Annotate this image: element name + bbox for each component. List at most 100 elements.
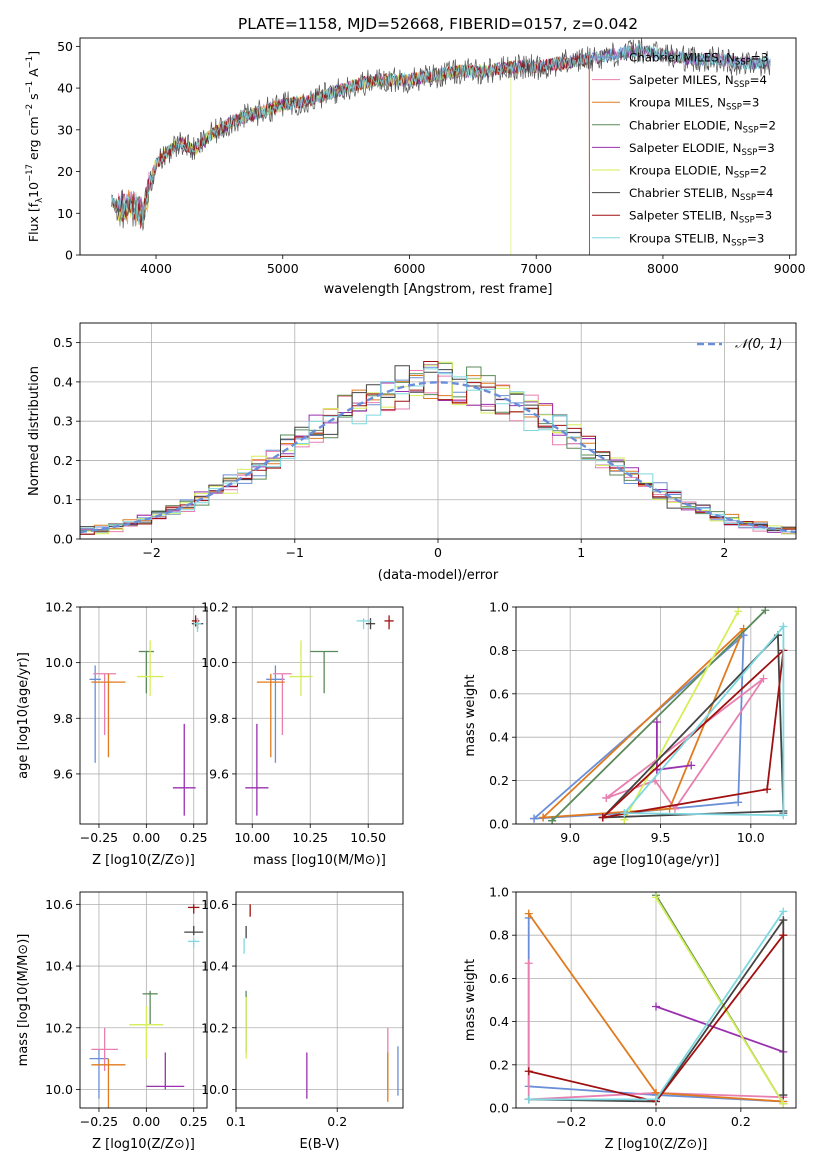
y-tick-label: 10.2 xyxy=(201,1020,229,1035)
errorbar-point-salpeter-miles xyxy=(273,673,292,735)
y-tick-label: 9.6 xyxy=(209,766,229,781)
y-axis-label-part: 10 xyxy=(26,182,41,198)
x-tick-label: 10.00 xyxy=(234,830,270,845)
y-axis-label-part: ] xyxy=(26,51,41,56)
weight-marker xyxy=(779,1099,788,1108)
y-axis-label-part: −1 xyxy=(25,81,35,94)
legend-nssp-sub: SSP xyxy=(726,103,742,113)
legend-nssp-sub: SSP xyxy=(739,216,755,226)
weight-marker xyxy=(779,931,788,940)
x-tick-label: 2 xyxy=(720,545,728,560)
legend-separator: , xyxy=(710,96,718,110)
weight-line-salpeter-stelib xyxy=(602,648,785,819)
legend-nssp-sub: SSP xyxy=(734,80,750,90)
legend-model-name: Chabrier ELODIE xyxy=(629,118,726,132)
legend-nssp-label: N xyxy=(731,186,740,200)
errorbar-point-kroupa-elodie xyxy=(136,640,164,697)
legend-separator: , xyxy=(726,118,734,132)
plot-area xyxy=(89,615,204,816)
axes-frame xyxy=(515,606,797,825)
errorbar-point-kroupa-miles xyxy=(91,1058,126,1108)
legend-entry-salpeter-stelib: Salpeter STELIB, NSSP=3 xyxy=(629,209,772,226)
x-tick-label: −0.25 xyxy=(80,830,118,845)
y-tick-label: 10.4 xyxy=(45,959,73,974)
errorbar-point-salpeter-elodie xyxy=(172,723,196,816)
y-axis-label-part: −2 xyxy=(25,104,35,117)
legend-nssp-value: 3 xyxy=(761,51,769,65)
weight-marker xyxy=(779,622,788,631)
mass-vs-metallicity-panel: −0.25 0.00 0.25 10.0 10.2 10.4 10.6 Z [log10(Z/… xyxy=(16,891,208,1152)
legend-nssp-label: N xyxy=(726,51,735,65)
legend-nssp-label: N xyxy=(717,96,726,110)
y-tick-label: 0.8 xyxy=(489,643,509,658)
normal-legend-label: 𝒩(0, 1) xyxy=(735,337,782,352)
legend-model-name: Salpeter ELODIE xyxy=(629,141,725,155)
weight-line-salpeter-elodie xyxy=(655,1005,784,1053)
y-tick-label: 10.2 xyxy=(45,600,73,615)
weight-line-salpeter-elodie xyxy=(656,722,692,771)
legend-equals: = xyxy=(750,164,760,178)
weight-marker xyxy=(524,1095,533,1104)
x-tick-label: −0.2 xyxy=(556,1114,586,1129)
x-axis-label: E(B-V) xyxy=(299,1137,339,1152)
y-axis-label-part: Flux [f xyxy=(26,202,41,242)
legend-equals: = xyxy=(759,118,769,132)
x-axis-label: mass [log10(M/M⊙)] xyxy=(253,853,386,868)
axes-frame xyxy=(79,606,208,825)
errorbar-point-salpeter-elodie xyxy=(245,723,269,816)
axes-frame xyxy=(79,37,797,256)
weight-marker xyxy=(779,811,788,820)
y-tick-label: 10.0 xyxy=(201,1082,229,1097)
histogram-kroupa-stelib xyxy=(80,368,796,535)
legend-nssp-value: 3 xyxy=(757,231,765,245)
x-tick-label: 4000 xyxy=(140,261,172,276)
errorbar-point-salpeter-miles xyxy=(93,673,117,735)
x-tick-label: 10.25 xyxy=(292,830,328,845)
x-tick-label: 0.00 xyxy=(132,830,160,845)
legend-nssp-value: 3 xyxy=(765,209,773,223)
y-tick-label: 10.0 xyxy=(45,655,73,670)
x-tick-label: 0.25 xyxy=(180,1114,208,1129)
x-axis-label: age [log10(age/yr)] xyxy=(593,853,720,868)
y-axis-label-part: erg cm xyxy=(26,116,41,164)
weight-marker xyxy=(620,809,629,818)
legend-nssp-sub: SSP xyxy=(734,171,750,181)
errorbar-point-kroupa-stelib xyxy=(193,618,202,633)
x-tick-label: 9.5 xyxy=(651,830,671,845)
y-tick-label: 0.6 xyxy=(489,686,509,701)
legend-nssp-label: N xyxy=(733,141,742,155)
legend-entry-chabrier-elodie: Chabrier ELODIE, NSSP=2 xyxy=(629,118,776,135)
legend-entry-chabrier-miles: Chabrier MILES, NSSP=3 xyxy=(629,51,768,68)
legend-model-name: Kroupa ELODIE xyxy=(629,164,717,178)
weight-marker xyxy=(687,761,696,770)
legend-separator: , xyxy=(717,73,725,87)
x-axis-label: Z [log10(Z/Z⊙)] xyxy=(92,1137,195,1152)
x-tick-label: 0.2 xyxy=(731,1114,751,1129)
x-tick-label: 9.0 xyxy=(560,830,580,845)
legend-model-name: Salpeter MILES xyxy=(629,73,717,87)
errorbar-point-chabrier-stelib xyxy=(184,925,204,936)
legend-model-name: Kroupa STELIB xyxy=(629,231,715,245)
legend-model-name: Kroupa MILES xyxy=(629,96,710,110)
legend-nssp-value: 3 xyxy=(767,141,775,155)
axes-frame xyxy=(235,606,404,825)
legend-separator: , xyxy=(723,209,731,223)
y-axis-label: mass weight xyxy=(463,674,478,756)
weight-marker xyxy=(548,816,557,824)
y-axis-label: Flux [fλ10−17 erg cm−2 s−1 A−1] xyxy=(25,51,45,242)
weight-marker xyxy=(524,1067,533,1076)
legend-nssp-value: 4 xyxy=(766,186,774,200)
legend-equals: = xyxy=(750,73,760,87)
errorbar-point-kroupa-stelib xyxy=(188,938,200,948)
axes-frame xyxy=(79,891,208,1109)
y-tick-label: 9.6 xyxy=(53,766,73,781)
weight-line-salpeter-miles xyxy=(527,963,784,1101)
weight-marker xyxy=(734,798,743,807)
legend-separator: , xyxy=(715,231,723,245)
spectrum-line-kroupa-stelib xyxy=(111,43,771,225)
legend-model-name: Salpeter STELIB xyxy=(629,209,723,223)
y-tick-label: 9.8 xyxy=(53,711,73,726)
x-tick-label: −2 xyxy=(142,545,160,560)
errorbar-point-chabrier-stelib xyxy=(365,618,376,630)
weight-line-chabrier-stelib xyxy=(528,917,785,1103)
